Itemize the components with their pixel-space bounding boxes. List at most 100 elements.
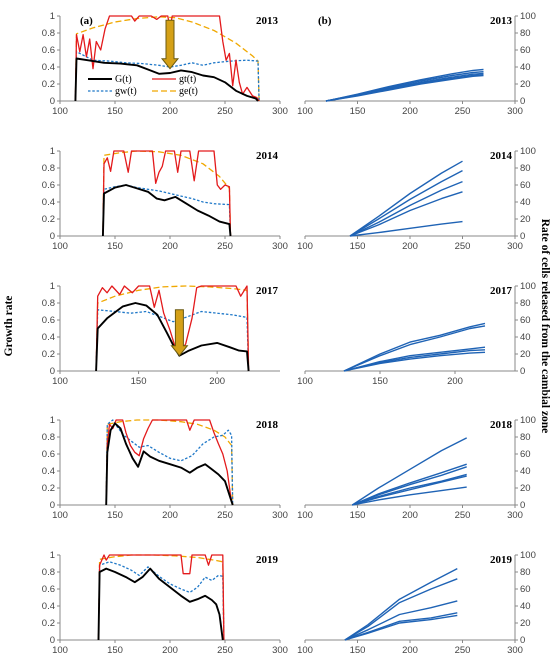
panel-b-2017: 100 150 200 0 20 40 60 80 100 2017 (297, 281, 536, 387)
y-tick-label: 40 (520, 62, 531, 73)
cell-release-series-line (351, 437, 468, 506)
G-series-line (74, 57, 259, 102)
y-tick-label: 100 (520, 415, 536, 426)
y-tick-label: 0.8 (42, 28, 55, 39)
x-tick-label: 150 (107, 510, 123, 521)
y-tick-label: 80 (520, 432, 531, 443)
x-tick-label: 200 (447, 376, 463, 387)
y-tick-label: 0.8 (42, 298, 55, 309)
ge-series-line (95, 285, 250, 372)
x-tick-label: 100 (52, 510, 68, 521)
cell-release-series-line (343, 322, 486, 372)
cell-release-series-line (344, 567, 458, 641)
x-tick-label: 200 (162, 106, 178, 117)
down-arrow-icon (170, 309, 189, 357)
cell-release-series-line (325, 74, 484, 102)
x-tick-label: 300 (272, 106, 288, 117)
panel-a-2017: 100 150 200 0 0.2 0.4 0.6 0.8 1 2017 (42, 281, 280, 387)
legend-label-G: G(t) (115, 74, 132, 85)
y-tick-label: 1 (50, 146, 55, 157)
panel-year-title: 2013 (490, 15, 513, 27)
x-tick-label: 250 (455, 106, 471, 117)
y-tick-label: 0.4 (42, 601, 55, 612)
y-tick-label: 0.6 (42, 180, 55, 191)
legend-label-gw: gw(t) (115, 86, 137, 97)
y-tick-label: 40 (520, 332, 531, 343)
x-tick-label: 300 (272, 645, 288, 656)
cell-release-series-line (344, 578, 458, 641)
right-y-axis-label: Rate of cells released from the cambial … (539, 219, 550, 434)
panel-year-title: 2019 (256, 554, 279, 566)
left-y-axis-label: Growth rate (3, 296, 15, 357)
gt-series-line (74, 15, 260, 102)
y-tick-label: 0.2 (42, 483, 55, 494)
x-tick-label: 100 (297, 241, 313, 252)
panel-a-2014: 100 150 200 250 300 0 0.2 0.4 0.6 0.8 1 2014 (42, 146, 288, 252)
x-tick-label: 200 (402, 645, 418, 656)
y-tick-label: 60 (520, 315, 531, 326)
x-tick-label: 250 (455, 510, 471, 521)
x-tick-label: 250 (217, 645, 233, 656)
y-tick-label: 0.8 (42, 163, 55, 174)
y-tick-label: 60 (520, 180, 531, 191)
cell-release-series-line (352, 486, 467, 506)
panel-a-2013: 100 150 200 250 300 0 0.2 0.4 0.6 0.8 1 2013 (a) G(t)… (42, 11, 288, 117)
cell-release-series-line (343, 346, 486, 372)
y-tick-label: 1 (50, 415, 55, 426)
x-tick-label: 200 (162, 645, 178, 656)
panel-year-title: 2018 (490, 419, 513, 431)
x-tick-label: 100 (297, 510, 313, 521)
x-tick-label: 250 (455, 645, 471, 656)
y-tick-label: 40 (520, 197, 531, 208)
x-tick-label: 150 (107, 645, 123, 656)
y-tick-label: 20 (520, 79, 531, 90)
x-tick-label: 300 (507, 645, 523, 656)
y-tick-label: 0.4 (42, 332, 55, 343)
cell-release-series-line (343, 349, 486, 372)
x-tick-label: 100 (297, 376, 313, 387)
x-tick-label: 100 (52, 645, 68, 656)
y-tick-label: 0 (50, 366, 55, 377)
gw-series-line (74, 51, 260, 102)
panel-b-label: (b) (318, 15, 332, 27)
y-tick-label: 60 (520, 584, 531, 595)
y-tick-label: 80 (520, 567, 531, 578)
ge-series-line (74, 16, 260, 102)
x-tick-label: 250 (217, 510, 233, 521)
y-tick-label: 0 (520, 635, 525, 646)
panel-a-2018: 100 150 200 250 300 0 0.2 0.4 0.6 0.8 1 2018 (42, 415, 288, 521)
x-tick-label: 100 (52, 376, 68, 387)
cell-release-series-line (349, 191, 463, 237)
panel-year-title: 2017 (490, 285, 513, 297)
y-tick-label: 0.6 (42, 584, 55, 595)
y-tick-label: 0 (50, 231, 55, 242)
y-tick-label: 80 (520, 28, 531, 39)
gw-series-line (97, 561, 225, 641)
x-tick-label: 100 (297, 645, 313, 656)
x-tick-label: 150 (350, 241, 366, 252)
y-tick-label: 0.8 (42, 432, 55, 443)
y-tick-label: 0.4 (42, 466, 55, 477)
y-tick-label: 100 (520, 11, 536, 22)
x-tick-label: 250 (217, 241, 233, 252)
y-tick-label: 0 (50, 635, 55, 646)
ge-series-line (102, 150, 232, 237)
gt-series-line (105, 419, 234, 506)
x-tick-label: 100 (297, 106, 313, 117)
x-tick-label: 200 (162, 241, 178, 252)
y-tick-label: 40 (520, 466, 531, 477)
y-tick-label: 20 (520, 349, 531, 360)
x-tick-label: 150 (131, 376, 147, 387)
y-tick-label: 0.4 (42, 197, 55, 208)
legend-label-gt: gt(t) (179, 74, 196, 85)
y-tick-label: 100 (520, 281, 536, 292)
cell-release-series-line (344, 600, 458, 641)
y-tick-label: 0 (520, 231, 525, 242)
y-tick-label: 80 (520, 163, 531, 174)
x-tick-label: 200 (209, 376, 225, 387)
y-tick-label: 1 (50, 550, 55, 561)
gw-series-line (102, 184, 232, 237)
